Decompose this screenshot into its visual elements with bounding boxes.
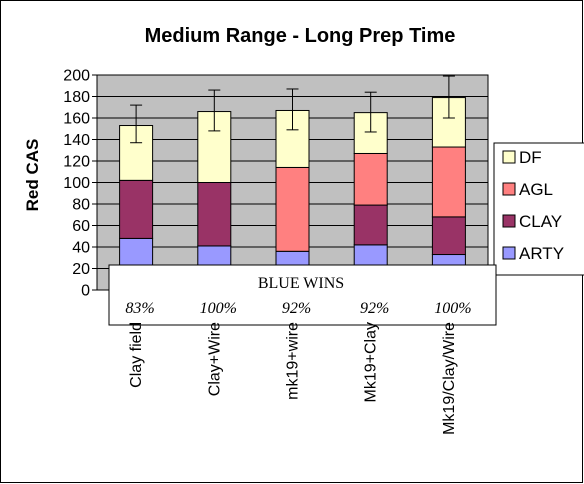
legend-swatch-arty [502,246,516,260]
annotation-heading: BLUE WINS [258,275,344,292]
annotation-box [108,264,497,326]
annotation-value: 100% [200,300,237,317]
blue-wins-annotation: BLUE WINS 83% 100% 92% 92% 100% [108,264,497,326]
y-tick-label: 20 [72,261,90,278]
y-tick-label: 100 [63,175,90,192]
plot-area: 0 20 40 60 80 100 120 140 160 180 200 [63,68,489,300]
annotation-value: 83% [125,300,154,317]
y-tick-label: 120 [63,154,90,171]
category-label: mk19+wire [285,322,302,400]
bar-segment-clay [353,204,388,246]
legend-label-clay: CLAY [519,212,562,231]
legend-swatch-df [502,150,516,164]
legend-swatch-agl [502,182,516,196]
legend-label-df: DF [519,148,542,167]
category-label: Mk19/Clay/Wire [441,322,458,435]
annotation-value: 100% [434,300,471,317]
y-tick-label: 0 [81,283,90,300]
category-label: Mk19+Clay [363,322,380,402]
y-tick-label: 180 [63,89,90,106]
bar-segment-agl [431,146,466,218]
y-tick-label: 80 [72,197,90,214]
y-tick-label: 140 [63,132,90,149]
chart-title: Medium Range - Long Prep Time [145,25,456,47]
bar-segment-clay [431,216,466,256]
legend-swatch-clay [502,214,516,228]
legend: DF AGL CLAY ARTY [493,142,584,276]
y-tick-label: 200 [63,68,90,85]
category-labels: Clay field Clay+Wire mk19+wire Mk19+Clay Mk1… [128,322,458,435]
y-tick-label: 60 [72,218,90,235]
bar-segment-clay [119,179,154,239]
category-label: Clay field [128,322,145,388]
y-axis-label: Red CAS [23,139,42,212]
legend-label-agl: AGL [519,180,553,199]
category-label: Clay+Wire [206,322,223,396]
annotation-value: 92% [282,300,311,317]
legend-label-arty: ARTY [519,244,564,263]
annotation-value: 92% [360,300,389,317]
bar-segment-clay [197,182,232,247]
y-tick-label: 40 [72,240,90,257]
bar-segment-agl [275,166,310,252]
y-tick-label: 160 [63,111,90,128]
bar-segment-agl [353,152,388,206]
